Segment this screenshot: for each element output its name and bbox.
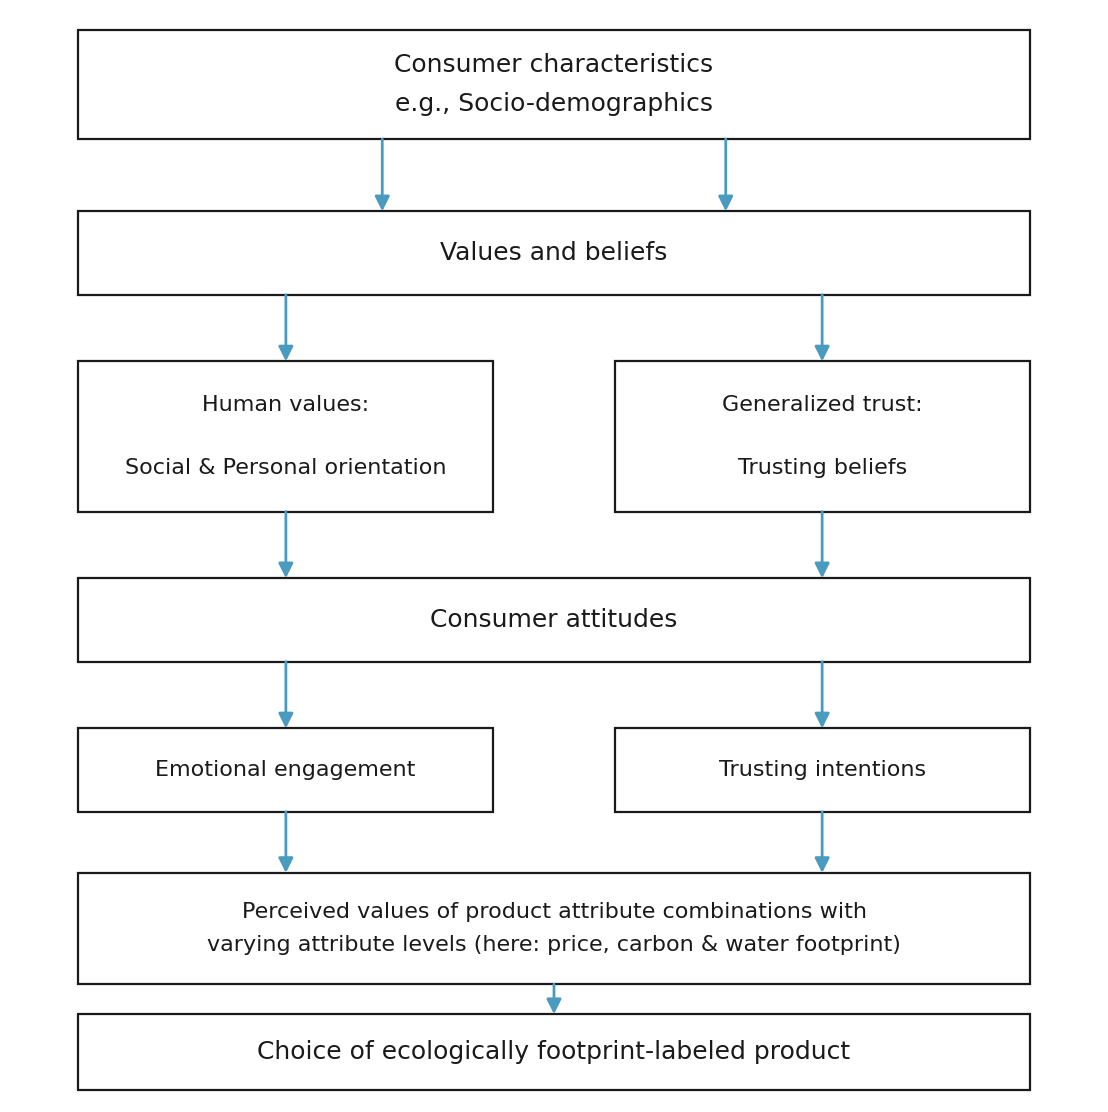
- Text: Emotional engagement: Emotional engagement: [155, 761, 416, 780]
- FancyBboxPatch shape: [78, 1014, 1030, 1090]
- FancyBboxPatch shape: [78, 873, 1030, 984]
- FancyBboxPatch shape: [78, 30, 1030, 139]
- Text: Trusting intentions: Trusting intentions: [719, 761, 926, 780]
- Text: Perceived values of product attribute combinations with
varying attribute levels: Perceived values of product attribute co…: [207, 902, 901, 955]
- Text: Choice of ecologically footprint-labeled product: Choice of ecologically footprint-labeled…: [257, 1040, 851, 1064]
- Text: Values and beliefs: Values and beliefs: [440, 241, 668, 265]
- FancyBboxPatch shape: [78, 578, 1030, 662]
- FancyBboxPatch shape: [615, 728, 1030, 812]
- Text: Consumer attitudes: Consumer attitudes: [430, 608, 678, 632]
- FancyBboxPatch shape: [615, 361, 1030, 512]
- FancyBboxPatch shape: [78, 361, 493, 512]
- Text: Human values:

Social & Personal orientation: Human values: Social & Personal orientat…: [124, 395, 447, 478]
- Text: Consumer characteristics
e.g., Socio-demographics: Consumer characteristics e.g., Socio-dem…: [394, 53, 714, 116]
- FancyBboxPatch shape: [78, 211, 1030, 295]
- Text: Generalized trust:

Trusting beliefs: Generalized trust: Trusting beliefs: [722, 395, 923, 478]
- FancyBboxPatch shape: [78, 728, 493, 812]
